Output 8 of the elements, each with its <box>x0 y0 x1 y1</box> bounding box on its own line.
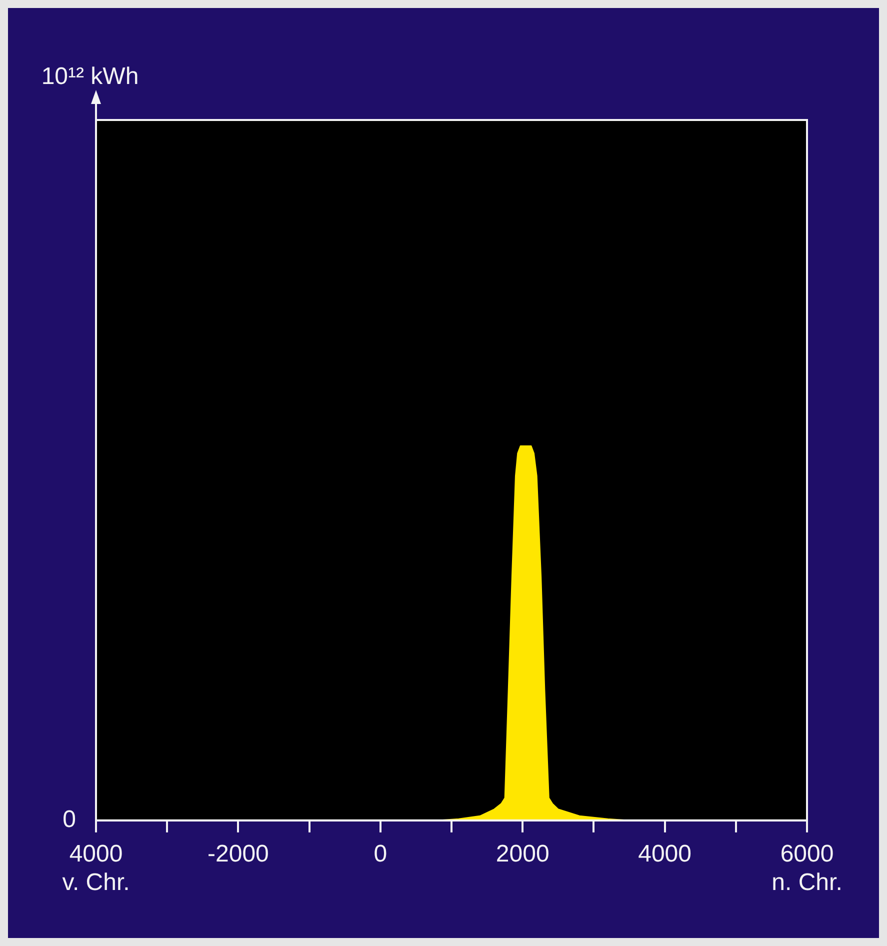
x-tick-label: 2000 <box>496 840 550 868</box>
text: 10¹² kWh <box>41 63 139 90</box>
x-tick-label: 4000 v. Chr. <box>62 840 130 896</box>
text: 0 <box>62 806 76 834</box>
x-tick-label: 4000 <box>638 840 692 868</box>
x-tick-label: 0 <box>374 840 388 868</box>
x-tick-label: -2000 <box>208 840 269 868</box>
x-tick-label: 6000 n. Chr. <box>772 840 842 896</box>
